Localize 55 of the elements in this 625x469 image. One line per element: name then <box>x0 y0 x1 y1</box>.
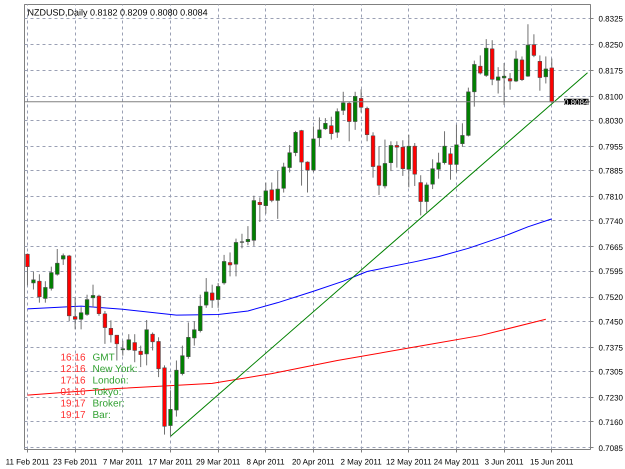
y-tick-label: 0.7885 <box>598 166 624 176</box>
x-tick-label: 7 Mar 2011 <box>102 458 144 466</box>
candlestick <box>96 294 102 316</box>
x-tick-label: 8 Apr 2011 <box>246 458 286 466</box>
y-tick-label: 0.8030 <box>598 116 624 126</box>
y-tick-label: 0.7955 <box>598 142 624 152</box>
x-tick-label: 2 May 2011 <box>340 458 382 466</box>
candlestick <box>454 124 459 173</box>
x-tick-label: 12 May 2011 <box>386 458 432 466</box>
annotation: 19:17 Broker: <box>60 398 125 410</box>
y-tick-label: 0.7230 <box>598 394 624 403</box>
x-tick-label: 15 Jun 2011 <box>530 458 574 466</box>
y-tick-label: 0.7740 <box>598 216 624 226</box>
candlestick <box>102 310 108 344</box>
y-tick-label: 0.8250 <box>598 40 624 50</box>
ref-line-label: 0.8084 <box>564 98 590 107</box>
y-tick-label: 0.8325 <box>598 14 624 24</box>
x-tick-label: 11 Feb 2011 <box>6 458 50 466</box>
candlestick <box>234 238 238 277</box>
y-tick-label: 0.7595 <box>598 267 624 276</box>
y-tick-label: 0.7160 <box>598 418 624 427</box>
y-tick-label: 0.7375 <box>598 343 624 352</box>
line-series <box>26 218 552 316</box>
candlestick <box>305 160 310 194</box>
candlestick <box>520 56 524 82</box>
x-tick-label: 29 Mar 2011 <box>196 458 241 466</box>
candlestick <box>25 252 30 286</box>
x-tick-label: 3 Jun 2011 <box>484 458 524 466</box>
x-tick-label: 20 Apr 2011 <box>292 458 336 466</box>
y-tick-label: 0.7665 <box>598 242 624 252</box>
candlestick <box>448 147 453 180</box>
y-tick-label: 0.7520 <box>598 293 624 302</box>
y-tick-label: 0.7450 <box>598 317 624 326</box>
y-tick-label: 0.8175 <box>598 66 624 76</box>
candlestick <box>514 50 518 83</box>
y-tick-label: 0.7305 <box>598 368 624 377</box>
candlestick <box>108 320 114 343</box>
candlestick <box>317 116 322 147</box>
x-tick-label: 23 Feb 2011 <box>52 458 98 466</box>
y-tick-label: 0.7085 <box>598 444 624 453</box>
annotation: 12:16 New York: <box>60 364 138 375</box>
y-tick-label: 0.8100 <box>598 92 624 102</box>
candlestick <box>376 146 382 196</box>
y-tick-label: 0.7810 <box>598 192 624 202</box>
annotation: 17:16 London: <box>60 376 129 386</box>
annotation: 19:17 Bar: <box>60 410 111 421</box>
x-tick-label: 24 May 2011 <box>434 458 480 466</box>
candlestick <box>382 139 388 189</box>
candlestick <box>442 130 447 165</box>
chart-title: NZDUSD,Daily 0.8182 0.8209 0.8080 0.8084 <box>28 8 208 18</box>
candlestick <box>114 334 119 361</box>
annotation: 16:16 GMT <box>60 352 115 364</box>
candlestick <box>508 72 512 90</box>
candlestick <box>90 284 96 308</box>
x-tick-label: 17 Mar 2011 <box>148 458 194 466</box>
